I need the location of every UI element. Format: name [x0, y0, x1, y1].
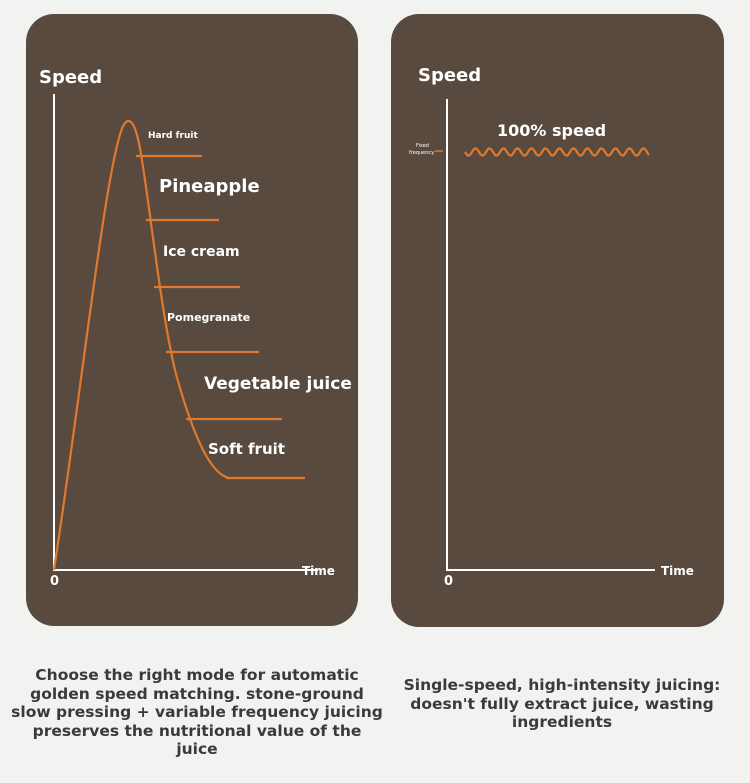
single-speed-diagram	[435, 99, 655, 571]
speed-label: 100% speed	[497, 121, 607, 140]
single-speed-caption: Single-speed, high-intensity juicing: do…	[403, 676, 721, 731]
mode-label-pomegranate: Pomegranate	[167, 311, 251, 324]
speed-curve	[52, 119, 230, 571]
origin-label: 0	[50, 574, 60, 589]
fixed-speed-wave	[464, 147, 650, 157]
y-axis-label: Speed	[39, 67, 103, 88]
mode-label-hard-fruit: Hard fruit	[148, 131, 198, 141]
variable-speed-panel: Speed Time 0 Hard fruit Pineapple Ice cr…	[26, 14, 358, 626]
mode-label-vegetable: Vegetable juice	[204, 374, 352, 394]
mode-label-pineapple: Pineapple	[159, 176, 260, 197]
x-axis-label: Time	[302, 564, 335, 578]
variable-speed-caption: Choose the right mode for automatic gold…	[11, 666, 383, 758]
mode-label-ice-cream: Ice cream	[163, 244, 240, 260]
fixed-frequency-label-2: frequency	[409, 150, 435, 156]
variable-speed-diagram	[52, 94, 318, 571]
y-axis-label: Speed	[418, 65, 482, 86]
origin-label: 0	[444, 574, 454, 589]
single-speed-panel: Speed 100% speed Fixed frequency Time 0	[391, 14, 724, 627]
fixed-frequency-label-1: Fixed	[416, 143, 429, 149]
mode-label-soft-fruit: Soft fruit	[208, 440, 285, 458]
x-axis-label: Time	[661, 564, 694, 578]
